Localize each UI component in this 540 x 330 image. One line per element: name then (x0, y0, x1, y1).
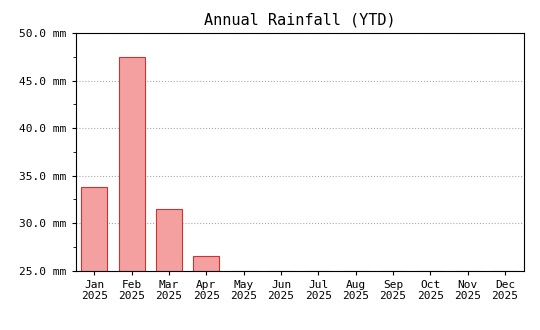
Bar (119, 57, 145, 271)
Bar (156, 209, 182, 271)
Bar (81, 187, 107, 271)
Bar (193, 256, 219, 271)
Title: Annual Rainfall (YTD): Annual Rainfall (YTD) (204, 13, 395, 28)
